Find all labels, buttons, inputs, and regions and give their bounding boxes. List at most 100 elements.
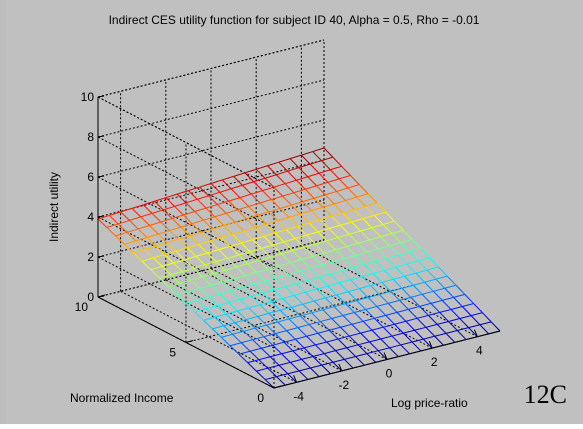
surface-mesh-line (169, 226, 182, 232)
surface-mesh-line (362, 214, 375, 220)
surface-mesh-line (238, 254, 248, 265)
surface-mesh-line (237, 209, 247, 220)
surface-mesh-line (287, 167, 300, 172)
surface-mesh-line (193, 267, 203, 278)
surface-mesh-line (233, 176, 243, 186)
surface-mesh-line (256, 268, 268, 273)
surface-mesh-line (380, 335, 393, 340)
surface-mesh-line (355, 356, 365, 366)
surface-mesh-line (133, 248, 145, 254)
surface-mesh-line (288, 213, 301, 218)
surface-mesh-line (239, 197, 250, 207)
surface-mesh-line (384, 269, 394, 280)
surface-mesh-line (129, 216, 141, 221)
surface-mesh-line (166, 238, 179, 244)
surface-mesh-line (450, 309, 461, 319)
surface-mesh-line (174, 206, 184, 216)
surface-mesh-line (323, 147, 334, 158)
surface-mesh-line (257, 211, 269, 216)
surface-mesh-line (326, 237, 339, 242)
surface-mesh-line (435, 275, 448, 280)
surface-mesh-line (188, 288, 200, 293)
surface-mesh-line (359, 285, 371, 290)
surface-mesh-line (275, 330, 287, 335)
surface-mesh-line (214, 216, 224, 226)
surface-mesh-line (271, 298, 283, 303)
surface-mesh-line (404, 272, 416, 277)
surface-mesh-line (380, 233, 393, 238)
surface-mesh-line (312, 252, 325, 257)
surface-mesh-line (144, 249, 154, 259)
surface-mesh-line (238, 353, 248, 364)
surface-mesh-line (336, 294, 346, 304)
y-tick-mark (97, 294, 106, 298)
surface-mesh-line (264, 174, 277, 179)
surface-mesh-line (248, 307, 258, 317)
surface-mesh-line (306, 231, 318, 236)
grid-line (120, 290, 297, 383)
surface-mesh-line (279, 208, 290, 218)
surface-mesh-line (185, 303, 196, 313)
surface-mesh-line (357, 239, 370, 244)
surface-mesh-line (369, 341, 379, 352)
surface-mesh-line (225, 212, 236, 223)
surface-mesh-line (303, 344, 316, 349)
surface-mesh-line (309, 267, 320, 278)
surface-mesh-line (434, 335, 444, 346)
surface-mesh-line (332, 156, 342, 167)
surface-mesh-line (391, 335, 402, 346)
surface-mesh-line (173, 262, 183, 272)
surface-mesh-line (272, 241, 285, 246)
surface-mesh-line (345, 300, 357, 305)
surface-mesh-line (323, 252, 334, 263)
surface-mesh-line (206, 252, 217, 262)
surface-mesh-line (392, 278, 403, 289)
surface-mesh-line (273, 289, 284, 299)
surface-mesh-line (448, 318, 460, 322)
surface-mesh-line (337, 233, 350, 239)
surface-mesh-line (255, 168, 266, 179)
surface-mesh-line (195, 252, 208, 257)
surface-mesh-line (321, 160, 331, 171)
surface-mesh-line (283, 338, 296, 343)
surface-mesh-line (171, 218, 182, 228)
surface-mesh-line (313, 197, 324, 208)
surface-mesh-line (320, 321, 330, 331)
surface-mesh-line (263, 333, 276, 338)
surface-mesh-line (317, 231, 327, 242)
surface-mesh-line (442, 296, 454, 301)
surface-mesh-line (176, 294, 187, 304)
surface-mesh-line (386, 254, 399, 259)
surface-mesh-line (97, 218, 108, 228)
surface-mesh-line (211, 228, 222, 238)
surface-mesh-line (409, 251, 419, 262)
surface-mesh-line (227, 257, 237, 268)
surface-mesh-line (387, 303, 398, 313)
surface-mesh-line (333, 203, 344, 214)
window-edge (0, 0, 6, 424)
surface-mesh-line (287, 370, 300, 375)
surface-mesh-line (229, 345, 240, 355)
surface-mesh-line (253, 181, 263, 192)
surface-mesh-line (321, 264, 331, 275)
surface-mesh-line (237, 310, 247, 320)
surface-mesh-line (247, 259, 259, 265)
surface-mesh-line (248, 206, 258, 216)
x-tick-mark (473, 329, 478, 337)
surface-mesh-line (170, 274, 181, 284)
surface-mesh-line (159, 274, 172, 279)
surface-mesh-line (269, 356, 280, 366)
surface-mesh-line (433, 287, 445, 292)
surface-mesh-line (223, 221, 236, 226)
surface-mesh-line (252, 336, 265, 341)
surface-mesh-line (257, 316, 267, 326)
surface-mesh-line (160, 221, 170, 231)
surface-mesh-line (249, 247, 262, 253)
surface-mesh-line (97, 214, 110, 220)
surface-mesh-line (415, 269, 428, 274)
surface-mesh-line (185, 202, 196, 212)
surface-mesh-line (301, 359, 311, 369)
surface-mesh-line (286, 225, 298, 231)
surface-mesh-line (344, 255, 356, 260)
surface-mesh-line (222, 175, 234, 181)
